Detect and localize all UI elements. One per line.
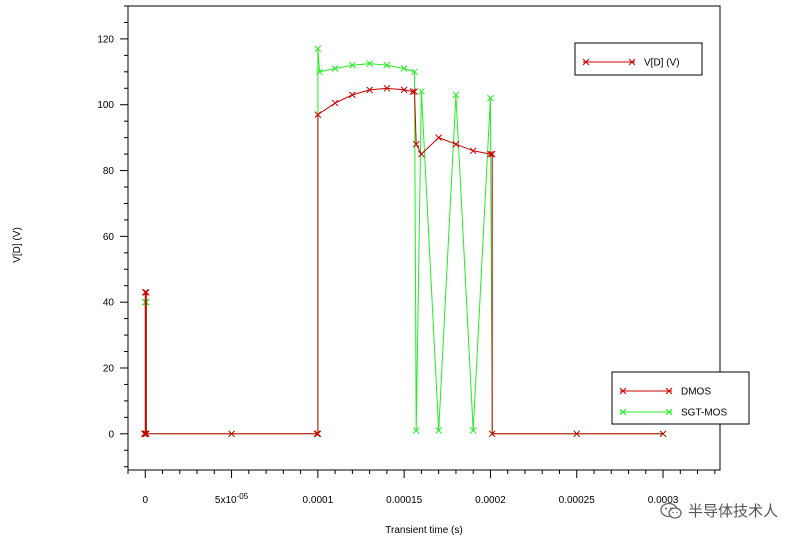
legend-marker [619,387,627,395]
x-tick-label: 0.0001 [303,495,334,506]
wechat-icon [660,502,682,519]
x-tick-label: 0.00015 [386,495,423,506]
legend-box [611,371,750,425]
x-tick-label: 0.0003 [648,495,679,506]
y-tick-label: 120 [97,34,114,45]
watermark: 半导体技术人 [660,500,778,521]
data-point [349,61,356,69]
data-point [316,68,323,76]
data-point [487,94,494,102]
legend-box [574,42,703,76]
y-tick-label: 40 [103,298,115,309]
x-tick-label: 0.0002 [475,495,506,506]
data-point [313,430,321,438]
data-point [659,430,667,438]
data-point [366,60,373,67]
data-point [314,430,322,438]
data-point [142,288,150,296]
data-point [400,65,408,72]
data-point [418,150,425,158]
y-tick-label: 80 [103,166,115,177]
legend-layer: V[D] (V) DMOS SGT-MOS [574,42,750,425]
watermark-text: 半导体技术人 [687,502,778,520]
legend-marker [619,408,627,416]
y-tick-label: 100 [97,100,114,111]
series-layer [141,45,667,438]
y-tick-label: 0 [108,429,114,440]
series-dmos [141,84,667,438]
data-point [573,430,581,438]
data-point [314,111,322,118]
series-line [144,87,663,435]
data-point [142,430,150,438]
x-tick-label: 0.00025 [559,495,596,506]
data-point [412,427,420,434]
x-tick-label: 5x10-05 [215,492,249,506]
data-point [400,86,408,94]
data-point [469,147,477,155]
data-point [435,427,443,434]
legend-top-right: V[D] (V) [574,42,703,76]
legend-bottom-right: DMOS SGT-MOS [611,371,750,425]
legend-label: V[D] (V) [644,58,680,69]
data-point [412,140,420,148]
legend-label: DMOS [681,387,711,398]
data-point [141,430,148,438]
data-point [452,91,460,99]
legend-marker [628,58,636,66]
data-point [331,65,339,72]
data-point [469,427,477,434]
legend-marker [582,58,590,66]
x-tick-label: 0 [142,495,148,506]
data-point [383,61,391,69]
y-axis-title: V[D] (V) [12,227,23,263]
data-point [452,140,460,148]
data-point [487,150,494,158]
legend-marker [665,408,673,416]
data-point [228,430,235,438]
data-point [141,430,149,438]
y-tick-label: 20 [103,363,115,374]
data-point [411,68,418,76]
data-point [314,45,322,53]
legend-label: SGT-MOS [681,408,727,419]
data-point [141,288,149,296]
x-axis-title: Transient time (s) [385,525,462,536]
data-point [409,88,417,95]
data-point [349,91,356,99]
data-point [366,86,373,94]
data-point [383,84,391,92]
legend-marker [665,387,673,395]
data-point [411,88,418,95]
data-point [488,430,496,438]
data-point [418,88,425,95]
data-point [331,99,339,107]
data-point [488,150,496,158]
y-tick-label: 60 [103,232,115,243]
data-point [435,134,443,141]
